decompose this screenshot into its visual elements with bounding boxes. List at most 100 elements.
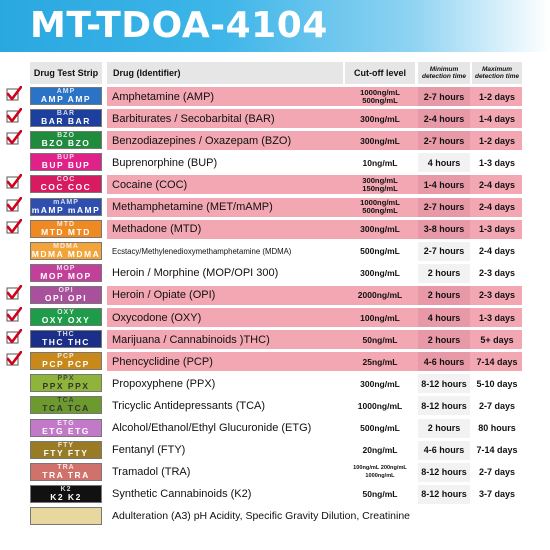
min-cell-shade bbox=[418, 330, 470, 350]
checkmark-icon bbox=[6, 108, 22, 123]
strip-code-top: OXY bbox=[57, 309, 75, 316]
min-cell-shade bbox=[418, 396, 470, 416]
row-background bbox=[107, 285, 522, 305]
max-detection-time: 7-14 days bbox=[476, 356, 518, 367]
strip-code-top: BUP bbox=[57, 154, 75, 162]
max-detection-time: 2-4 days bbox=[478, 179, 516, 190]
cutoff-level: 25ng/mL bbox=[362, 356, 398, 367]
cutoff-level: 300ng/mL bbox=[360, 268, 400, 279]
checkmark-icon bbox=[6, 196, 22, 211]
strip-code: BUP BUP bbox=[41, 160, 91, 171]
min-cell-shade bbox=[418, 241, 470, 261]
strip-code: OXY OXY bbox=[41, 315, 91, 325]
max-detection-time: 1-2 days bbox=[478, 91, 516, 102]
max-detection-time: 5+ days bbox=[480, 334, 514, 345]
title-banner: MT-TDOA-4104 bbox=[0, 0, 550, 52]
drug-name: Tricyclic Antidepressants (TCA) bbox=[112, 399, 266, 412]
table-row-pcp: PCP PCP PCP Phencyclidine (PCP) 25ng/mL … bbox=[0, 351, 550, 372]
row-background bbox=[107, 330, 522, 350]
drug-name: Propoxyphene (PPX) bbox=[112, 377, 216, 390]
drug-name: Methadone (MTD) bbox=[112, 223, 202, 236]
strip-code-top: TCA bbox=[57, 397, 75, 405]
strip-code: TRA TRA bbox=[42, 469, 90, 480]
header-cutoff: Cut-off level bbox=[345, 62, 415, 84]
drug-name: Cocaine (COC) bbox=[112, 178, 188, 191]
drug-name: Oxycodone (OXY) bbox=[112, 311, 202, 324]
strip-code: MTD MTD bbox=[41, 226, 91, 237]
strip-code: AMP AMP bbox=[40, 94, 92, 104]
min-detection-time: 8-12 hours bbox=[421, 400, 467, 411]
min-detection-time: 8-12 hours bbox=[421, 378, 467, 389]
table-row-bar: BAR BAR BAR Barbiturates / Secobarbital … bbox=[0, 108, 550, 129]
test-strip: mAMP mAMP mAMP bbox=[30, 197, 102, 216]
strip-code-top: COC bbox=[56, 176, 76, 184]
min-cell-shade bbox=[418, 418, 470, 438]
drug-name: Phencyclidine (PCP) bbox=[112, 355, 213, 368]
max-detection-time: 3-7 days bbox=[478, 489, 516, 500]
test-strip: MOP MOP MOP bbox=[30, 263, 102, 282]
min-detection-time: 2-4 hours bbox=[423, 113, 465, 124]
min-detection-time: 2-7 hours bbox=[423, 202, 465, 212]
table-row-tca: TCA TCA TCA Tricyclic Antidepressants (T… bbox=[0, 395, 550, 416]
checkmark-icon bbox=[6, 284, 22, 300]
cutoff-level: 300ng/mL bbox=[360, 135, 400, 146]
table-row-ppx: PPX PPX PPX Propoxyphene (PPX) 300ng/mL … bbox=[0, 373, 550, 394]
min-detection-time: 2-7 hours bbox=[423, 135, 465, 146]
strip-code-top: BAR bbox=[56, 110, 76, 118]
table-row-mop: MOP MOP MOP Heroin / Morphine (MOP/OPI 3… bbox=[0, 263, 550, 283]
drug-name: Benzodiazepines / Oxazepam (BZO) bbox=[112, 134, 292, 147]
max-detection-time: 1-3 days bbox=[478, 224, 516, 235]
cutoff-level: 2000ng/mL bbox=[357, 290, 403, 301]
min-cell-shade bbox=[418, 131, 470, 151]
table-row-mdma: MDMA MDMA MDMA Ecstacy/Methylenedioxymet… bbox=[0, 241, 550, 261]
cutoff-level: 300ng/mL 150ng/mL bbox=[362, 175, 398, 193]
test-strip: ETG ETG ETG bbox=[30, 418, 102, 437]
max-detection-time: 1-3 days bbox=[478, 312, 516, 323]
table-row-etg: ETG ETG ETG Alcohol/Ethanol/Ethyl Glucur… bbox=[0, 418, 550, 438]
header-min-time: Minimum detection time bbox=[418, 62, 470, 84]
table-row-k2: K2 K2 K2 Synthetic Cannabinoids (K2) 50n… bbox=[0, 484, 550, 504]
drug-name: Adulteration (A3) pH Acidity, Specific G… bbox=[112, 510, 411, 523]
max-detection-time: 2-4 days bbox=[478, 246, 516, 257]
cutoff-level: 500ng/mL bbox=[360, 246, 400, 257]
test-strip bbox=[30, 506, 102, 525]
min-detection-time: 2-7 hours bbox=[423, 91, 465, 102]
strip-code: BZO BZO bbox=[41, 138, 91, 149]
min-detection-time: 3-8 hours bbox=[423, 224, 465, 235]
strip-code: K2 K2 bbox=[50, 491, 82, 502]
row-background bbox=[107, 219, 522, 239]
max-detection-time: 1-3 days bbox=[478, 157, 516, 168]
checkmark-icon bbox=[6, 130, 22, 145]
table-row-oxy: OXY OXY OXY Oxycodone (OXY) 100ng/mL 4 h… bbox=[0, 307, 550, 327]
strip-code-top: AMP bbox=[56, 88, 76, 95]
strip-code: PCP PCP bbox=[42, 359, 90, 370]
max-detection-time: 7-14 days bbox=[476, 445, 518, 456]
min-cell-shade bbox=[418, 175, 470, 195]
table-row-bzo: BZO BZO BZO Benzodiazepines / Oxazepam (… bbox=[0, 130, 550, 151]
min-detection-time: 4-6 hours bbox=[423, 356, 465, 367]
max-detection-time bbox=[472, 507, 522, 526]
drug-name: Buprenorphine (BUP) bbox=[112, 156, 218, 169]
min-cell-shade bbox=[418, 462, 470, 482]
row-background bbox=[107, 352, 522, 372]
drug-name: Marijuana / Cannabinoids )THC) bbox=[112, 333, 270, 346]
max-detection-time: 2-4 days bbox=[478, 202, 516, 212]
test-strip: K2 K2 K2 bbox=[30, 484, 102, 503]
drug-name: Methamphetamine (MET/mAMP) bbox=[112, 201, 273, 213]
cutoff-level: 1000ng/mL 500ng/mL bbox=[360, 198, 400, 215]
strip-code: BAR BAR bbox=[41, 116, 91, 127]
cutoff-level: 1000ng/mL 500ng/mL bbox=[360, 87, 400, 105]
min-detection-time: 2 hours bbox=[427, 423, 461, 433]
cutoff-level: 50ng/mL bbox=[362, 489, 398, 500]
strip-code-top: MOP bbox=[56, 264, 76, 272]
cutoff-level bbox=[345, 507, 415, 526]
max-detection-time: 80 hours bbox=[478, 423, 516, 433]
test-strip: TRA TRA TRA bbox=[30, 462, 102, 481]
drug-name: Heroin / Opiate (OPI) bbox=[112, 289, 216, 302]
cutoff-level: 300ng/mL bbox=[360, 378, 400, 389]
test-strip: COC COC COC bbox=[30, 175, 102, 194]
strip-code-top: PPX bbox=[57, 375, 75, 383]
row-background bbox=[107, 175, 522, 195]
test-strip: MTD MTD MTD bbox=[30, 219, 102, 238]
